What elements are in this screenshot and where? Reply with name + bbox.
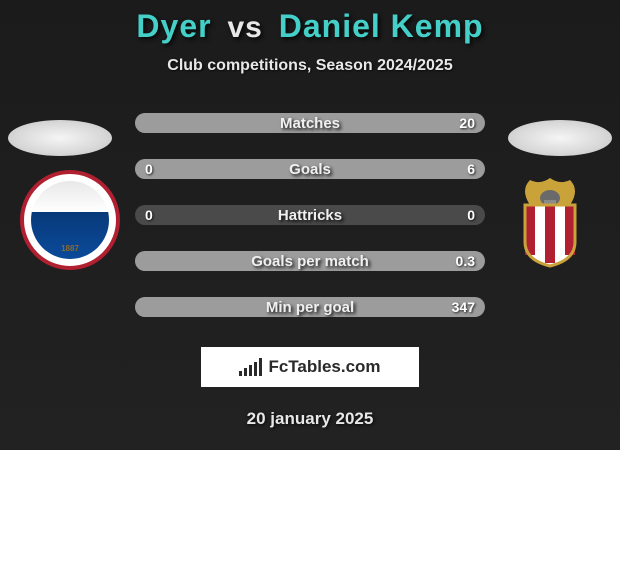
player1-photo-placeholder — [8, 120, 112, 156]
logo-bar — [239, 371, 242, 376]
logo-bar — [244, 368, 247, 376]
stevenage-crest-icon — [500, 170, 600, 270]
barchart-icon — [239, 358, 262, 376]
stat-value-left: 0 — [145, 161, 153, 177]
stat-label: Goals per match — [251, 253, 369, 270]
barnsley-crest-icon: 1887 — [31, 181, 109, 259]
stat-value-left: 0 — [145, 207, 153, 223]
logo-bar — [249, 365, 252, 376]
stat-value-right: 6 — [467, 161, 475, 177]
stat-label: Min per goal — [266, 299, 354, 316]
stat-value-right: 347 — [452, 299, 475, 315]
stat-row: Matches 20 — [135, 113, 485, 133]
stat-value-right: 0.3 — [456, 253, 475, 269]
vs-label: vs — [227, 11, 262, 44]
player1-name: Dyer — [136, 8, 211, 44]
stat-value-right: 0 — [467, 207, 475, 223]
fctables-logo[interactable]: FcTables.com — [201, 347, 419, 387]
stat-label: Matches — [280, 115, 340, 132]
stat-row: 0 Hattricks 0 — [135, 205, 485, 225]
player1-club-badge: 1887 — [20, 170, 120, 270]
lower-whitespace — [0, 450, 620, 580]
subtitle: Club competitions, Season 2024/2025 — [0, 57, 620, 75]
stat-label: Hattricks — [278, 207, 342, 224]
logo-bar — [259, 358, 262, 376]
stat-label: Goals — [289, 161, 331, 178]
stats-table: Matches 20 0 Goals 6 0 Hattricks 0 Goals per mat… — [135, 113, 485, 317]
player2-photo-placeholder — [508, 120, 612, 156]
stat-row: Min per goal 347 — [135, 297, 485, 317]
logo-text: FcTables.com — [268, 357, 380, 377]
comparison-card: Dyer vs Daniel Kemp Club competitions, S… — [0, 0, 620, 450]
page-title: Dyer vs Daniel Kemp — [0, 8, 620, 45]
stat-row: Goals per match 0.3 — [135, 251, 485, 271]
stat-value-right: 20 — [459, 115, 475, 131]
player2-club-badge — [500, 170, 600, 270]
player2-name: Daniel Kemp — [279, 8, 484, 44]
logo-bar — [254, 362, 257, 376]
stat-row: 0 Goals 6 — [135, 159, 485, 179]
date-label: 20 january 2025 — [0, 409, 620, 429]
